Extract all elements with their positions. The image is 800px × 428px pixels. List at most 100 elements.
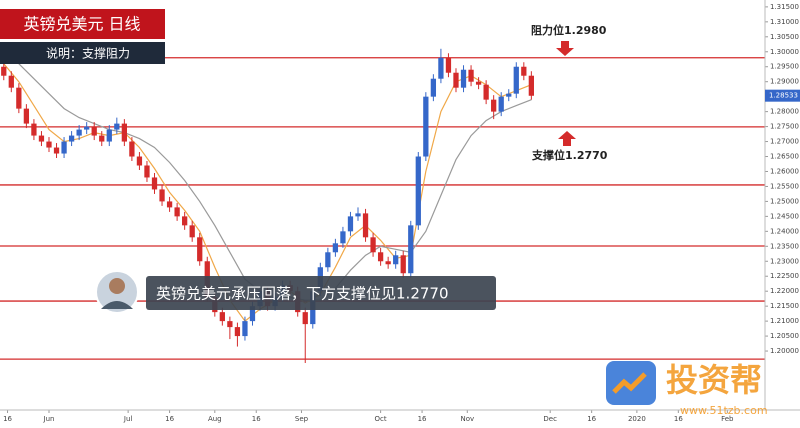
x-tick-label: 16 <box>252 415 261 423</box>
candle-body <box>393 255 399 265</box>
x-tick-label: Jun <box>43 415 55 423</box>
candle-body <box>249 306 256 322</box>
subtitle-box <box>0 42 165 64</box>
candle-body <box>219 312 225 322</box>
down-arrow <box>556 41 574 56</box>
x-tick-label: 16 <box>418 415 427 423</box>
candle-body <box>46 141 52 148</box>
candle-body <box>121 123 127 142</box>
last-price-tag <box>765 89 800 102</box>
candle-body <box>174 207 180 217</box>
candle-body <box>234 327 241 337</box>
candle-body <box>513 66 519 94</box>
y-tick-label: 1.22000 <box>770 287 799 295</box>
y-tick-label: 1.21500 <box>770 302 799 310</box>
candle-body <box>468 69 474 82</box>
candle-body <box>151 177 158 190</box>
candle-body <box>53 147 60 154</box>
candle-body <box>400 255 406 274</box>
x-tick-label: 16 <box>674 415 683 423</box>
candle-body <box>129 141 135 157</box>
candle-body <box>182 216 188 226</box>
y-tick-label: 1.23500 <box>770 242 799 250</box>
y-tick-label: 1.28000 <box>770 108 799 116</box>
candle-body <box>528 75 534 96</box>
x-tick-label: Nov <box>460 415 474 423</box>
candle-body <box>370 237 376 253</box>
y-tick-label: 1.21000 <box>770 317 799 325</box>
caption-box <box>146 276 496 310</box>
support-label: 支撑位1.2770 <box>531 148 608 162</box>
title-box <box>0 9 165 39</box>
candle-body <box>91 126 97 136</box>
candle-body <box>136 156 143 166</box>
y-tick-label: 1.23000 <box>770 257 799 265</box>
candle-body <box>114 123 120 130</box>
y-tick-label: 1.30500 <box>770 33 799 41</box>
candle-body <box>498 96 504 112</box>
candle-body <box>38 135 45 142</box>
candle-body <box>84 126 90 130</box>
candle-body <box>475 81 482 85</box>
candle-body <box>377 252 384 262</box>
candle-body <box>99 135 105 142</box>
candle-body <box>385 261 391 265</box>
candle-body <box>430 78 437 97</box>
candle-body <box>227 321 233 328</box>
x-tick-label: Jul <box>123 415 133 423</box>
y-tick-label: 1.25000 <box>770 197 799 205</box>
candle-body <box>31 123 37 136</box>
y-tick-label: 1.26500 <box>770 153 799 161</box>
candle-body <box>483 84 489 100</box>
plot-area: 1.20000 1.20500 1.21000 1.21500 1.22000 1.225… <box>0 3 799 423</box>
candle-body <box>197 237 203 262</box>
x-tick-label: Oct <box>375 415 387 423</box>
logo-arrow <box>612 372 647 394</box>
x-tick-label: Dec <box>543 415 557 423</box>
y-tick-label: 1.22500 <box>770 272 799 280</box>
chart-title: 英镑兑美元 日线 <box>23 15 140 34</box>
candle-body <box>8 75 14 88</box>
chart-subtitle: 说明：支撑阻力 <box>46 46 130 61</box>
y-tick-label: 1.20500 <box>770 332 799 340</box>
candle-body <box>325 252 331 268</box>
y-tick-label: 1.24500 <box>770 212 799 220</box>
candle-body <box>408 225 414 274</box>
candle-body <box>521 66 527 76</box>
x-tick-label: 16 <box>587 415 596 423</box>
y-tick-label: 1.29500 <box>770 63 799 71</box>
x-tick-label: 16 <box>165 415 174 423</box>
candle-body <box>362 213 369 238</box>
candle-body <box>438 57 444 79</box>
resistance-label: 阻力位1.2980 <box>531 23 607 37</box>
candle-body <box>460 69 467 88</box>
candle-body <box>423 96 429 157</box>
candle-body <box>491 99 497 112</box>
y-tick-label: 1.27000 <box>770 138 799 146</box>
avatar-face <box>109 278 125 294</box>
candle-body <box>355 213 361 217</box>
y-tick-label: 1.29000 <box>770 78 799 86</box>
logo <box>606 361 656 405</box>
y-tick-label: 1.24000 <box>770 227 799 235</box>
watermark-brand: 投资帮 <box>666 361 762 399</box>
candle-body <box>415 156 421 226</box>
candle-body <box>242 321 248 337</box>
candle-body <box>506 93 512 97</box>
y-tick-label: 1.31500 <box>770 3 799 11</box>
x-tick-label: Sep <box>295 415 309 423</box>
candle-body <box>340 231 346 244</box>
watermark-url: www.51tzb.com <box>680 404 768 417</box>
y-tick-label: 1.27500 <box>770 123 799 131</box>
y-tick-label: 1.31000 <box>770 18 799 26</box>
avatar-body <box>101 301 133 309</box>
candle-body <box>189 225 195 238</box>
candle-body <box>16 87 22 109</box>
y-tick-label: 1.25500 <box>770 182 799 190</box>
y-tick-label: 1.20000 <box>770 347 799 355</box>
candle-body <box>445 57 452 73</box>
candle-body <box>159 189 165 202</box>
